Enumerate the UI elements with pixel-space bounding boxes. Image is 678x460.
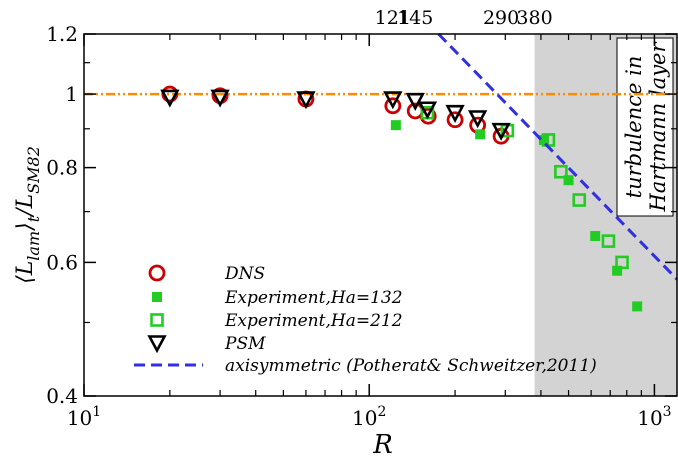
y-tick-label: 0.4 [46, 384, 78, 408]
legend-swatch [148, 264, 166, 282]
data-point [612, 265, 623, 276]
data-point [390, 120, 401, 131]
data-point [445, 104, 465, 123]
data-point [601, 234, 616, 248]
y-tick-label: 0.8 [46, 156, 78, 180]
top-reynolds-label: 290 [483, 7, 519, 29]
data-point [563, 175, 574, 186]
x-tick-label: 101 [67, 404, 101, 430]
series-2 [420, 105, 629, 270]
series-4 [437, 32, 678, 281]
y-tick-label: 1.2 [46, 22, 78, 46]
x-axis-label: R [372, 430, 393, 460]
series-3 [160, 89, 511, 141]
top-reynolds-label: 121 [375, 7, 411, 29]
data-point [590, 231, 601, 242]
series-line [437, 32, 678, 281]
data-point [446, 111, 464, 129]
legend: DNS Experiment,Ha=132 Experiment,Ha=212 PSM… [134, 264, 597, 376]
data-point [405, 92, 425, 111]
y-axis-label: ⟨Llam⟩t/LSM82 [13, 146, 43, 284]
data-point [475, 129, 486, 140]
legend-entry: axisymmetric (Potherat& Schweitzer,2011) [134, 356, 597, 376]
shaded-region-note: turbulence in Hartmann layer [616, 37, 674, 217]
top-reynolds-label: 145 [397, 7, 433, 29]
legend-swatch [152, 292, 162, 302]
legend-label: Experiment,Ha=132 [224, 288, 403, 308]
data-point [615, 255, 629, 270]
legend-label: Experiment,Ha=212 [224, 311, 403, 331]
x-tick-label: 103 [637, 404, 671, 430]
data-point [384, 97, 402, 115]
data-point [160, 89, 180, 108]
data-point [554, 164, 568, 179]
shaded-region-note-line: Hartmann layer [646, 41, 670, 213]
series-layer [160, 32, 678, 312]
data-point [632, 301, 643, 312]
data-point [417, 101, 438, 120]
shaded-region-note-line: turbulence in [622, 56, 646, 199]
data-point [572, 193, 587, 207]
y-tick-label: 1 [65, 82, 78, 106]
plot-frame [83, 33, 678, 397]
legend-entry: PSM [147, 334, 266, 354]
data-point [491, 122, 511, 141]
legend-label: axisymmetric (Potherat& Schweitzer,2011) [225, 356, 597, 376]
top-reynolds-label: 380 [516, 7, 552, 29]
legend-entry: DNS [148, 264, 265, 284]
data-point [467, 110, 488, 129]
data-point [383, 91, 403, 110]
legend-swatch [150, 313, 164, 327]
x-tick-label: 102 [352, 404, 386, 430]
legend-entry: Experiment,Ha=132 [152, 288, 403, 308]
data-point [210, 89, 230, 108]
data-point [296, 91, 316, 110]
y-tick-label: 0.6 [46, 250, 78, 274]
legend-swatch [147, 335, 167, 354]
legend-entry: Experiment,Ha=212 [150, 311, 403, 331]
legend-label: DNS [224, 264, 265, 284]
legend-label: PSM [224, 334, 266, 354]
shaded-region-note-box [616, 37, 674, 217]
